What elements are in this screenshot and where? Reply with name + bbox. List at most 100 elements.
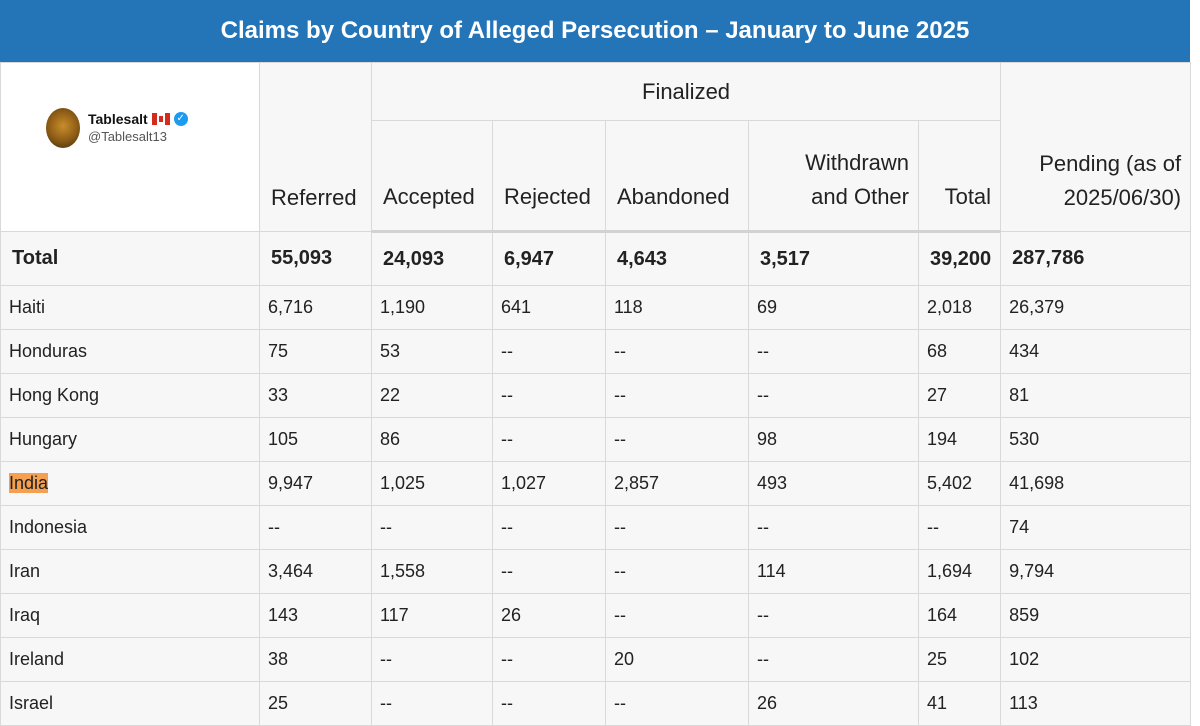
total-row: Total 55,093 24,093 6,947 4,643 3,517 39…: [0, 231, 1192, 286]
header-pending: Pending (as of 2025/06/30): [1000, 62, 1192, 232]
header-abandoned: Abandoned: [605, 120, 749, 233]
table-cell: 1,558: [371, 549, 493, 594]
table-cell: --: [605, 373, 749, 418]
table-cell: --: [748, 637, 919, 682]
table-cell: --: [371, 637, 493, 682]
table-cell: --: [492, 417, 606, 462]
table-cell: 1,025: [371, 461, 493, 506]
table-cell: 114: [748, 549, 919, 594]
table-cell: --: [492, 329, 606, 374]
table-cell: 20: [605, 637, 749, 682]
table-cell: 26: [492, 593, 606, 638]
country-cell: Hong Kong: [0, 373, 260, 418]
table-cell: 75: [259, 329, 372, 374]
table-row: Hungary 105 86 -- -- 98 194 530: [0, 417, 1192, 462]
table-row: Iraq 143 117 26 -- -- 164 859: [0, 593, 1192, 638]
country-cell: Indonesia: [0, 505, 260, 550]
table-cell: 1,190: [371, 285, 493, 330]
table-cell: --: [605, 593, 749, 638]
table-cell: 530: [1000, 417, 1192, 462]
table-cell: --: [492, 505, 606, 550]
table-cell: 22: [371, 373, 493, 418]
watermark-badge: Tablesalt ✓ @Tablesalt13: [43, 100, 207, 156]
table-cell: --: [371, 505, 493, 550]
table-row: Honduras 75 53 -- -- -- 68 434: [0, 329, 1192, 374]
table-cell: 641: [492, 285, 606, 330]
table-cell: 105: [259, 417, 372, 462]
page-margin: [1190, 0, 1200, 687]
table-row: Hong Kong 33 22 -- -- -- 27 81: [0, 373, 1192, 418]
total-label: Total: [0, 231, 260, 286]
header-rejected: Rejected: [492, 120, 606, 233]
table-cell: 26: [748, 681, 919, 726]
header-finalized-group: Finalized: [370, 62, 1002, 121]
header-accepted: Accepted: [371, 120, 493, 233]
table-cell: 2,857: [605, 461, 749, 506]
table-cell: --: [748, 329, 919, 374]
table-cell: 859: [1000, 593, 1192, 638]
country-cell: Honduras: [0, 329, 260, 374]
table-cell: 6,947: [492, 231, 606, 286]
country-cell: Iran: [0, 549, 260, 594]
table-cell: 33: [259, 373, 372, 418]
table-cell: --: [492, 637, 606, 682]
table-cell: --: [259, 505, 372, 550]
table-cell: 86: [371, 417, 493, 462]
table-cell: 41,698: [1000, 461, 1192, 506]
table-cell: 25: [259, 681, 372, 726]
table-cell: --: [748, 593, 919, 638]
watermark-name: Tablesalt: [88, 111, 148, 127]
table-cell: --: [748, 373, 919, 418]
table-cell: 194: [917, 417, 1002, 462]
table-cell: --: [492, 549, 606, 594]
country-cell: Hungary: [0, 417, 260, 462]
table-cell: 41: [917, 681, 1002, 726]
table-cell: 164: [917, 593, 1002, 638]
country-cell: India: [0, 461, 260, 506]
table-row: India 9,947 1,025 1,027 2,857 493 5,402 41,698: [0, 461, 1192, 506]
table-cell: 74: [1000, 505, 1192, 550]
table-cell: 5,402: [917, 461, 1002, 506]
watermark-cell: Tablesalt ✓ @Tablesalt13: [0, 62, 260, 232]
table-title: Claims by Country of Alleged Persecution…: [0, 0, 1190, 62]
table-cell: --: [917, 505, 1002, 550]
country-cell: Ireland: [0, 637, 260, 682]
header-total: Total: [917, 120, 1002, 233]
table-row: Israel 25 -- -- -- 26 41 113: [0, 681, 1192, 726]
table-cell: 287,786: [1000, 231, 1192, 286]
table-cell: 118: [605, 285, 749, 330]
table-cell: 434: [1000, 329, 1192, 374]
table-cell: --: [605, 417, 749, 462]
table-cell: 3,464: [259, 549, 372, 594]
table-cell: 1,027: [492, 461, 606, 506]
table-cell: 143: [259, 593, 372, 638]
table-cell: 493: [748, 461, 919, 506]
table-cell: 117: [371, 593, 493, 638]
table-cell: 3,517: [748, 231, 919, 286]
avatar: [46, 108, 80, 148]
table-row: Haiti 6,716 1,190 641 118 69 2,018 26,379: [0, 285, 1192, 330]
table-cell: 53: [371, 329, 493, 374]
table-cell: 68: [917, 329, 1002, 374]
table-cell: --: [605, 549, 749, 594]
table-cell: --: [605, 681, 749, 726]
country-cell: Iraq: [0, 593, 260, 638]
table-cell: 4,643: [605, 231, 749, 286]
table-cell: 102: [1000, 637, 1192, 682]
verified-badge-icon: ✓: [173, 112, 188, 126]
watermark-handle: @Tablesalt13: [88, 129, 167, 144]
table-cell: 27: [917, 373, 1002, 418]
table-cell: 39,200: [917, 231, 1002, 286]
table-cell: 98: [748, 417, 919, 462]
claims-table: Tablesalt ✓ @Tablesalt13 Referred Finali…: [0, 62, 1192, 726]
table-cell: 25: [917, 637, 1002, 682]
table-cell: 9,947: [259, 461, 372, 506]
table-cell: 6,716: [259, 285, 372, 330]
country-cell: Israel: [0, 681, 260, 726]
table-cell: 81: [1000, 373, 1192, 418]
table-cell: 9,794: [1000, 549, 1192, 594]
table-cell: --: [371, 681, 493, 726]
table-cell: 2,018: [917, 285, 1002, 330]
table-cell: --: [748, 505, 919, 550]
table-cell: --: [605, 329, 749, 374]
